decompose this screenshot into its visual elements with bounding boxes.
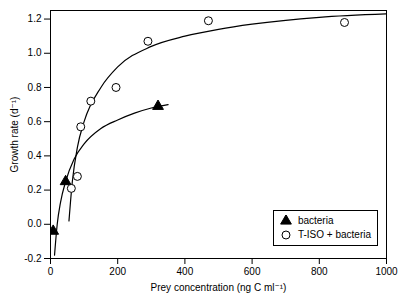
svg-text:0.8: 0.8 — [28, 82, 42, 93]
html-text:T-ISO + bacteria: T-ISO + bacteria — [297, 229, 371, 240]
svg-text:1.0: 1.0 — [28, 47, 42, 58]
svg-text:-0.2: -0.2 — [24, 253, 42, 264]
svg-text:0.0: 0.0 — [28, 218, 42, 229]
svg-text:0.2: 0.2 — [28, 184, 42, 195]
html-text:bacteria: bacteria — [297, 215, 334, 226]
svg-text:1.2: 1.2 — [28, 13, 42, 24]
svg-text:1000: 1000 — [375, 266, 398, 277]
svg-text:Growth rate (d⁻¹): Growth rate (d⁻¹) — [9, 97, 20, 173]
svg-text:600: 600 — [244, 266, 261, 277]
svg-text:0: 0 — [48, 266, 54, 277]
svg-text:400: 400 — [177, 266, 194, 277]
svg-text:0.4: 0.4 — [28, 150, 42, 161]
svg-text:800: 800 — [311, 266, 328, 277]
svg-text:200: 200 — [109, 266, 126, 277]
svg-text:0.6: 0.6 — [28, 116, 42, 127]
svg-text:Prey concentration (ng C ml⁻¹): Prey concentration (ng C ml⁻¹) — [151, 282, 287, 293]
